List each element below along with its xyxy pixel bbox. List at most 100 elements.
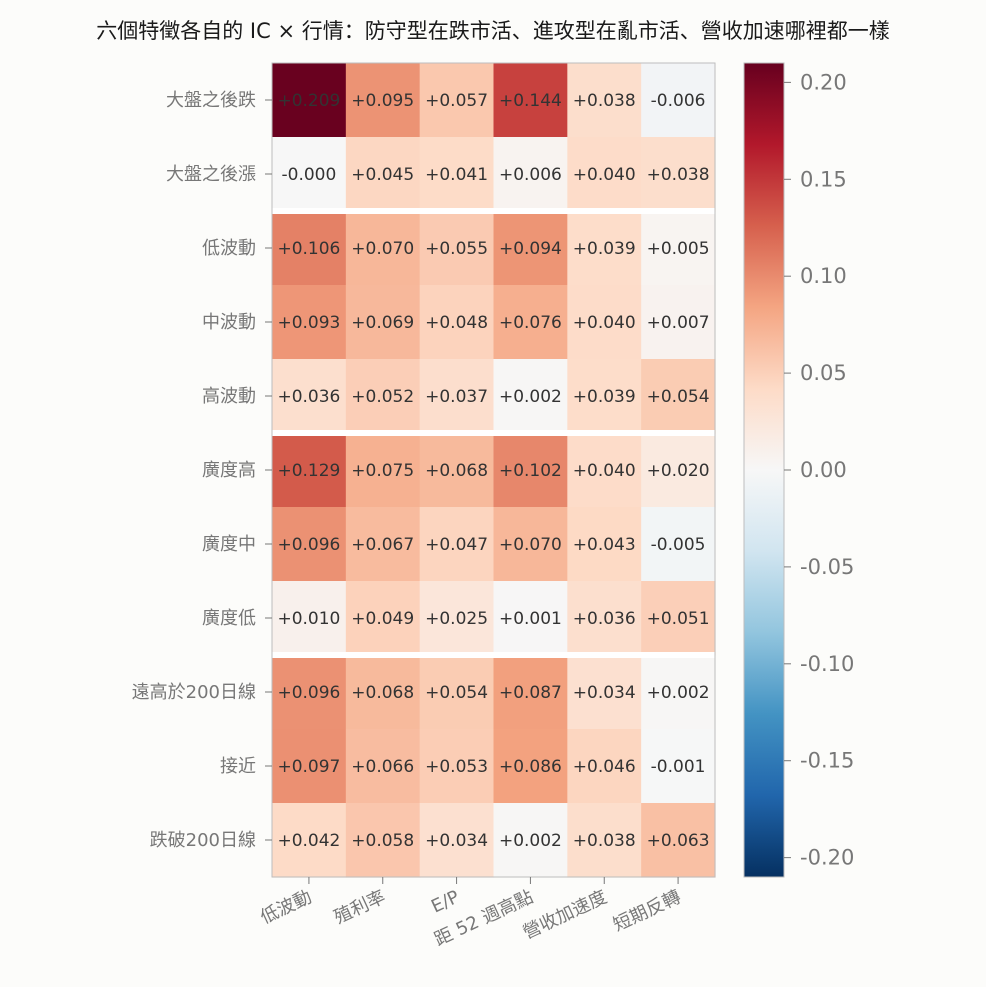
heatmap-cell	[641, 433, 716, 508]
cell-value-label: +0.051	[647, 609, 710, 629]
heatmap-cell	[272, 63, 347, 138]
x-tick-label: E/P	[428, 886, 463, 917]
y-tick-label: 廣度高	[202, 460, 256, 481]
heatmap-cell	[419, 581, 495, 656]
cell-value-label: +0.095	[351, 91, 414, 111]
cell-value-label: +0.052	[351, 387, 414, 407]
cell-value-label: +0.070	[351, 239, 414, 259]
cell-value-labels: +0.209 +0.095 +0.057 +0.144 +0.038 -0.006 -0.0…	[277, 91, 709, 851]
cell-value-label: +0.006	[499, 165, 562, 185]
y-tick-label: 廣度低	[202, 608, 256, 629]
cell-value-label: +0.043	[573, 535, 636, 555]
heatmap-cell	[345, 803, 421, 878]
cell-value-label: +0.038	[647, 165, 710, 185]
heatmap-cell	[493, 137, 568, 212]
cell-value-label: +0.049	[351, 609, 414, 629]
colorbar-tick-label: 0.15	[800, 167, 847, 191]
cell-value-label: +0.039	[573, 239, 636, 259]
cell-value-label: +0.002	[499, 387, 562, 407]
cell-value-label: +0.144	[499, 91, 562, 111]
heatmap-cell	[345, 359, 421, 434]
cell-value-label: +0.094	[499, 239, 562, 259]
heatmap-cell	[272, 655, 347, 730]
cell-value-label: +0.036	[573, 609, 636, 629]
group-separator	[272, 652, 715, 658]
heatmap-cell	[272, 211, 347, 286]
cell-value-label: +0.040	[573, 165, 636, 185]
heatmap-cell	[272, 803, 347, 878]
chart-title: 六個特徵各自的 IC × 行情：防守型在跌市活、進攻型在亂市活、營收加速哪裡都一…	[96, 19, 889, 43]
cell-value-label: +0.047	[425, 535, 488, 555]
x-tick-label: 低波動	[257, 886, 315, 928]
heatmap-cell	[419, 507, 495, 582]
colorbar-tick-label: 0.10	[800, 264, 847, 288]
heatmap-cell	[641, 655, 716, 730]
cell-value-label: +0.055	[425, 239, 488, 259]
cell-value-label: +0.007	[647, 313, 710, 333]
y-tick-label: 大盤之後漲	[166, 164, 256, 185]
colorbar-tick-label: 0.20	[800, 70, 847, 94]
group-separator	[272, 208, 715, 214]
cell-value-label: -0.001	[651, 757, 706, 777]
heatmap-cell	[419, 285, 495, 360]
group-separators	[272, 208, 715, 658]
cell-value-label: +0.087	[499, 683, 562, 703]
cell-value-label: +0.069	[351, 313, 414, 333]
cell-value-label: +0.048	[425, 313, 488, 333]
cell-value-label: +0.097	[277, 757, 340, 777]
heatmap-cell	[493, 211, 568, 286]
heatmap-cell	[493, 63, 568, 138]
heatmap-cell	[419, 729, 495, 804]
cell-value-label: +0.010	[277, 609, 340, 629]
cell-value-label: +0.058	[351, 831, 414, 851]
cell-value-label: +0.041	[425, 165, 488, 185]
x-tick-label: 殖利率	[331, 886, 389, 929]
cell-value-label: +0.054	[425, 683, 488, 703]
cell-value-label: +0.096	[277, 683, 340, 703]
cell-value-label: +0.096	[277, 535, 340, 555]
heatmap-cell	[641, 507, 716, 582]
heatmap-cell	[641, 211, 716, 286]
heatmap-cell	[419, 433, 495, 508]
cell-value-label: +0.038	[573, 91, 636, 111]
y-axis: 大盤之後跌大盤之後漲低波動中波動高波動廣度高廣度中廣度低遠高於200日線接近跌破…	[132, 90, 272, 851]
cell-value-label: +0.093	[277, 313, 340, 333]
cell-value-label: +0.086	[499, 757, 562, 777]
heatmap-cell	[567, 507, 642, 582]
heatmap-cell	[345, 211, 421, 286]
heatmap-cell	[567, 63, 642, 138]
heatmap-cell	[567, 285, 642, 360]
heatmap-cell	[567, 729, 642, 804]
y-tick-label: 跌破200日線	[150, 830, 256, 851]
cell-value-label: +0.034	[425, 831, 488, 851]
y-tick-label: 中波動	[202, 312, 256, 333]
heatmap-cell	[345, 285, 421, 360]
cell-value-label: +0.063	[647, 831, 710, 851]
cell-value-label: +0.002	[647, 683, 710, 703]
heatmap-cell	[272, 507, 347, 582]
cell-value-label: +0.068	[425, 461, 488, 481]
heatmap-cell	[493, 581, 568, 656]
cell-value-label: -0.005	[651, 535, 706, 555]
heatmap-cell	[567, 581, 642, 656]
heatmap-cell	[272, 359, 347, 434]
y-tick-label: 遠高於200日線	[132, 682, 256, 703]
cell-value-label: -0.006	[651, 91, 706, 111]
heatmap-cell	[493, 729, 568, 804]
cell-value-label: +0.034	[573, 683, 636, 703]
cell-value-label: +0.066	[351, 757, 414, 777]
cell-value-label: +0.054	[647, 387, 710, 407]
heatmap-cell	[419, 211, 495, 286]
heatmap-cell	[272, 581, 347, 656]
cell-value-label: +0.025	[425, 609, 488, 629]
heatmap-cell	[345, 581, 421, 656]
heatmap-cell	[345, 63, 421, 138]
heatmap-cell	[419, 655, 495, 730]
colorbar: 0.20 0.15 0.10 0.05 0.00 -0.05 -0.10 -0.15 -0.20	[743, 62, 854, 878]
y-tick-label: 接近	[220, 756, 256, 777]
cell-value-label: -0.000	[282, 165, 337, 185]
cell-value-label: +0.075	[351, 461, 414, 481]
colorbar-tick-label: -0.05	[800, 555, 854, 579]
